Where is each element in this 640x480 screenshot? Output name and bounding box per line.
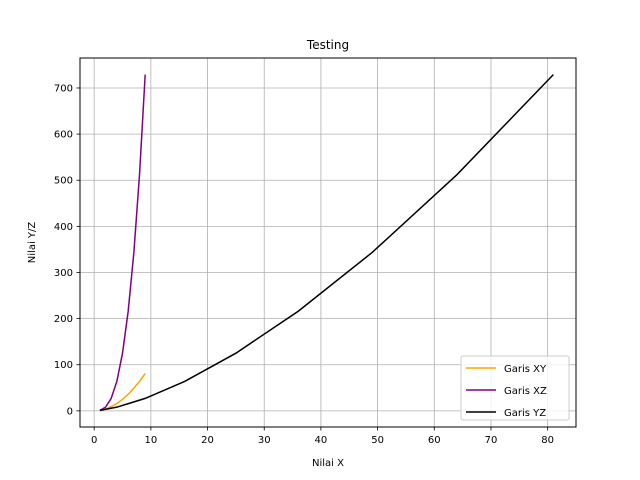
legend-label-garis-yz: Garis YZ [504, 408, 546, 419]
x-tick-label: 60 [428, 435, 441, 446]
legend: Garis XY Garis XZ Garis YZ [460, 355, 570, 421]
x-tick-label: 80 [541, 435, 554, 446]
y-tick-label: 400 [54, 222, 73, 233]
x-tick-label: 10 [144, 435, 157, 446]
y-tick-label: 0 [67, 406, 73, 417]
legend-label-garis-xy: Garis XY [504, 364, 547, 375]
ticks: 0 10 20 30 40 50 60 70 80 0 100 200 300 400 500 600 700 [54, 83, 554, 446]
y-tick-label: 300 [54, 268, 73, 279]
y-tick-label: 200 [54, 314, 73, 325]
y-tick-label: 600 [54, 130, 73, 141]
legend-label-garis-xz: Garis XZ [504, 386, 547, 397]
series-line-garis-yz [99, 74, 554, 412]
grid [80, 58, 576, 427]
y-tick-label: 100 [54, 360, 73, 371]
plot-series [99, 74, 554, 412]
x-tick-label: 70 [485, 435, 498, 446]
x-tick-label: 20 [201, 435, 214, 446]
chart-title: Testing [306, 38, 349, 52]
y-tick-label: 700 [54, 83, 73, 94]
series-line-garis-xz [99, 74, 146, 412]
x-tick-label: 0 [91, 435, 97, 446]
plot-frame [79, 57, 577, 428]
y-tick-label: 500 [54, 176, 73, 187]
x-axis-label: Nilai X [312, 458, 344, 469]
y-axis-label: Nilai Y/Z [27, 222, 38, 264]
x-tick-label: 40 [315, 435, 328, 446]
x-tick-label: 50 [371, 435, 384, 446]
x-tick-label: 30 [258, 435, 271, 446]
legend-box [460, 355, 570, 421]
